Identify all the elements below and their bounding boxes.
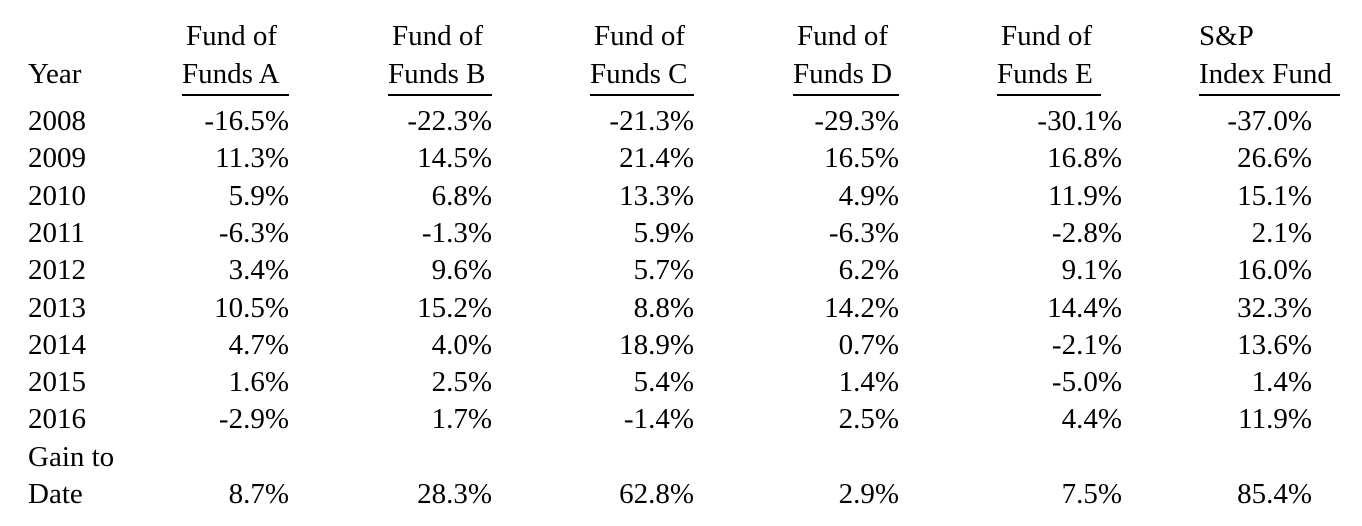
sp-index-return-cell: 2.1% [1251,216,1312,249]
fund-b-gain-to-date-cell: 28.3% [417,478,492,510]
fund-a-header-underline [182,94,289,96]
fund-c-return-cell: 5.4% [633,366,694,399]
fund-a-header-line2: Funds A [182,58,280,90]
fund-d-return-cell: -6.3% [828,216,899,249]
fund-b-header-line1: Fund of [392,20,484,52]
fund-c-header-underline [590,94,694,96]
fund-d-return-cell: 0.7% [838,328,899,361]
fund-a-return-cell: 5.9% [228,179,289,212]
fund-d-header-underline [793,94,899,96]
fund-e-header-line1: Fund of [1001,20,1093,52]
fund-a-return-cell: 4.7% [228,328,289,361]
fund-d-return-cell: 6.2% [838,254,899,287]
sp-index-return-cell: 26.6% [1237,142,1312,175]
fund-b-return-cell: 1.7% [431,403,492,436]
fund-c-return-cell: 5.9% [633,216,694,249]
fund-a-return-cell: 11.3% [215,142,289,175]
fund-c-return-cell: -1.4% [623,403,694,436]
fund-b-return-cell: 6.8% [431,179,492,212]
fund-c-return-cell: -21.3% [609,105,694,137]
gain-to-date-label-line1: Gain to [28,440,115,473]
year-column-header: Year [28,58,82,90]
fund-b-return-cell: 14.5% [417,142,492,175]
fund-b-header-line2: Funds B [388,58,486,90]
fund-c-header-line1: Fund of [594,20,686,52]
sp-index-return-cell: 13.6% [1237,328,1312,361]
fund-d-return-cell: 14.2% [824,291,899,324]
fund-c-return-cell: 18.9% [619,328,694,361]
fund-b-return-cell: 4.0% [431,328,492,361]
fund-c-gain-to-date-cell: 62.8% [619,478,694,510]
row-year-label: 2009 [28,142,86,175]
row-year-label: 2016 [28,403,86,436]
row-year-label: 2013 [28,291,86,324]
row-year-label: 2011 [28,216,85,249]
fund-d-return-cell: 2.5% [838,403,899,436]
sp-index-return-cell: 11.9% [1238,403,1312,436]
fund-e-header-underline [997,94,1101,96]
sp-index-return-cell: 16.0% [1237,254,1312,287]
fund-e-gain-to-date-cell: 7.5% [1061,478,1122,510]
fund-b-return-cell: 15.2% [417,291,492,324]
sp-index-return-cell: -37.0% [1227,105,1312,137]
sp-index-header-underline [1199,94,1340,96]
fund-d-return-cell: 16.5% [824,142,899,175]
gain-to-date-label-line2: Date [28,478,83,510]
fund-b-return-cell: -1.3% [421,216,492,249]
fund-c-return-cell: 8.8% [633,291,694,324]
fund-c-header-line2: Funds C [590,58,688,90]
fund-e-return-cell: 16.8% [1047,142,1122,175]
fund-e-return-cell: -5.0% [1051,366,1122,399]
sp-index-return-cell: 15.1% [1237,179,1312,212]
fund-a-header-line1: Fund of [186,20,278,52]
fund-e-header-line2: Funds E [997,58,1093,90]
fund-a-return-cell: 3.4% [228,254,289,287]
fund-a-gain-to-date-cell: 8.7% [228,478,289,510]
fund-d-return-cell: 4.9% [838,179,899,212]
fund-d-return-cell: -29.3% [814,105,899,137]
fund-c-return-cell: 13.3% [619,179,694,212]
sp-index-header-line2: Index Fund [1199,58,1332,90]
sp-index-gain-to-date-cell: 85.4% [1237,478,1312,510]
fund-a-return-cell: 10.5% [214,291,289,324]
row-year-label: 2015 [28,366,86,399]
fund-e-return-cell: 9.1% [1061,254,1122,287]
fund-b-header-underline [388,94,492,96]
fund-b-return-cell: 9.6% [431,254,492,287]
fund-e-return-cell: 11.9% [1048,179,1122,212]
fund-e-return-cell: 14.4% [1047,291,1122,324]
fund-e-return-cell: -2.1% [1051,328,1122,361]
fund-c-return-cell: 21.4% [619,142,694,175]
fund-d-return-cell: 1.4% [838,366,899,399]
fund-d-gain-to-date-cell: 2.9% [838,478,899,510]
fund-d-header-line2: Funds D [793,58,893,90]
fund-e-return-cell: 4.4% [1061,403,1122,436]
fund-b-return-cell: 2.5% [431,366,492,399]
row-year-label: 2010 [28,179,86,212]
fund-e-return-cell: -30.1% [1037,105,1122,137]
fund-b-return-cell: -22.3% [407,105,492,137]
fund-a-return-cell: -16.5% [204,105,289,137]
sp-index-return-cell: 32.3% [1237,291,1312,324]
row-year-label: 2012 [28,254,86,287]
fund-e-return-cell: -2.8% [1051,216,1122,249]
fund-a-return-cell: -2.9% [218,403,289,436]
fund-a-return-cell: -6.3% [218,216,289,249]
sp-index-return-cell: 1.4% [1251,366,1312,399]
row-year-label: 2008 [28,105,86,137]
fund-d-header-line1: Fund of [797,20,889,52]
fund-c-return-cell: 5.7% [633,254,694,287]
sp-index-header-line1: S&P [1199,20,1254,52]
fund-a-return-cell: 1.6% [228,366,289,399]
row-year-label: 2014 [28,328,86,361]
